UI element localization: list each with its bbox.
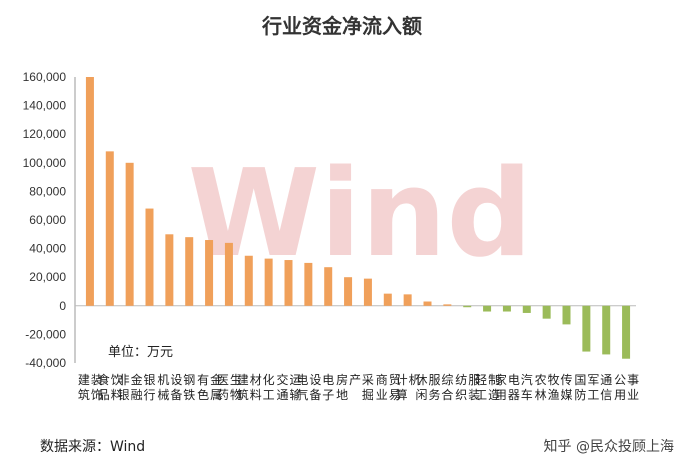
bar-10: [264, 258, 273, 306]
bar-26: [582, 305, 591, 352]
bar-12: [304, 262, 313, 306]
bar-5: [165, 234, 174, 306]
y-tick-label: 120,000: [23, 127, 67, 141]
y-tick-label: 140,000: [23, 99, 67, 113]
bar-13: [324, 267, 333, 306]
x-tick-label: 钢铁: [183, 373, 195, 402]
x-tick-label: 化工: [263, 373, 275, 402]
bar-18: [423, 301, 432, 306]
bar-19: [443, 304, 452, 306]
chart-title: 行业资金净流入额: [262, 14, 422, 38]
y-tick-label: -20,000: [25, 327, 66, 341]
bar-6: [185, 237, 194, 306]
x-tick-label: 机械设备: [157, 373, 182, 402]
x-tick-label: 食品饮料: [98, 372, 123, 402]
bar-3: [125, 162, 134, 306]
x-tick-label: 房地产: [336, 372, 361, 402]
x-tick-label: 电子: [322, 373, 334, 402]
bar-8: [224, 242, 233, 306]
x-tick-label: 银行: [144, 373, 156, 402]
bar-1: [85, 77, 94, 306]
y-axis: 160,000 140,000 120,000 100,000 80,000 60,000…: [23, 70, 636, 370]
x-tick-label: 传媒: [561, 372, 573, 402]
y-tick-label: -40,000: [25, 356, 66, 370]
x-tick-label: 综合: [441, 373, 453, 402]
y-tick-label: 60,000: [29, 213, 66, 227]
x-tick-label: 建筑装饰: [78, 373, 103, 402]
bar-20: [463, 305, 472, 308]
x-tick-label: 采掘: [362, 373, 374, 402]
bar-7: [205, 240, 214, 306]
x-tick-label: 商业贸易: [376, 372, 401, 402]
author-credit: 知乎 @民众投顾上海: [543, 439, 674, 455]
wind-watermark: Wind: [188, 145, 533, 284]
data-source-note: 数据来源：Wind: [40, 439, 146, 455]
y-tick-label: 20,000: [29, 270, 66, 284]
bar-25: [562, 305, 571, 325]
x-tick-label: 休闲服务: [416, 373, 441, 402]
bar-4: [145, 208, 154, 306]
bar-22: [502, 305, 511, 312]
bar-24: [542, 305, 551, 319]
x-tick-label: 有色金属: [197, 372, 222, 402]
x-tick-label: 通信: [600, 373, 612, 402]
bar-21: [483, 305, 492, 312]
bar-27: [602, 305, 611, 355]
x-tick-label: 医药生物: [217, 373, 242, 402]
watermark-text: Wind: [188, 145, 533, 284]
x-tick-label: 交通运输: [277, 372, 302, 402]
y-tick-label: 160,000: [23, 70, 67, 84]
bar-14: [344, 277, 353, 306]
bar-17: [403, 294, 412, 306]
y-tick-label: 100,000: [23, 156, 67, 170]
x-tick-label: 轻工制造: [475, 373, 500, 402]
x-tick-label: 国防军工: [574, 373, 599, 402]
x-tick-label: 农林牧渔: [535, 373, 560, 402]
bar-16: [383, 293, 392, 306]
bar-11: [284, 260, 293, 306]
x-tick-label: 公用事业: [614, 373, 639, 402]
y-tick-label: 40,000: [29, 242, 66, 256]
x-axis-labels: 建筑装饰食品饮料非银金融银行机械设备钢铁有色金属医药生物建筑材料化工交通运输电气…: [78, 372, 639, 402]
y-tick-label: 0: [59, 299, 66, 313]
bar-15: [363, 278, 372, 306]
x-tick-label: 非银金融: [118, 372, 143, 402]
bar-9: [244, 255, 253, 306]
y-tick-label: 80,000: [29, 184, 66, 198]
bar-2: [105, 151, 114, 306]
unit-label: 单位：万元: [108, 345, 173, 360]
x-tick-label: 计算机: [396, 373, 421, 402]
bars: [85, 77, 631, 359]
x-tick-label: 纺织服装: [455, 373, 480, 402]
x-tick-label: 家用电器: [495, 372, 520, 402]
x-tick-label: 电气设备: [296, 373, 321, 402]
bar-23: [522, 305, 531, 313]
bar-28: [622, 305, 631, 359]
x-tick-label: 汽车: [521, 372, 533, 402]
x-tick-label: 建筑材料: [237, 373, 262, 402]
